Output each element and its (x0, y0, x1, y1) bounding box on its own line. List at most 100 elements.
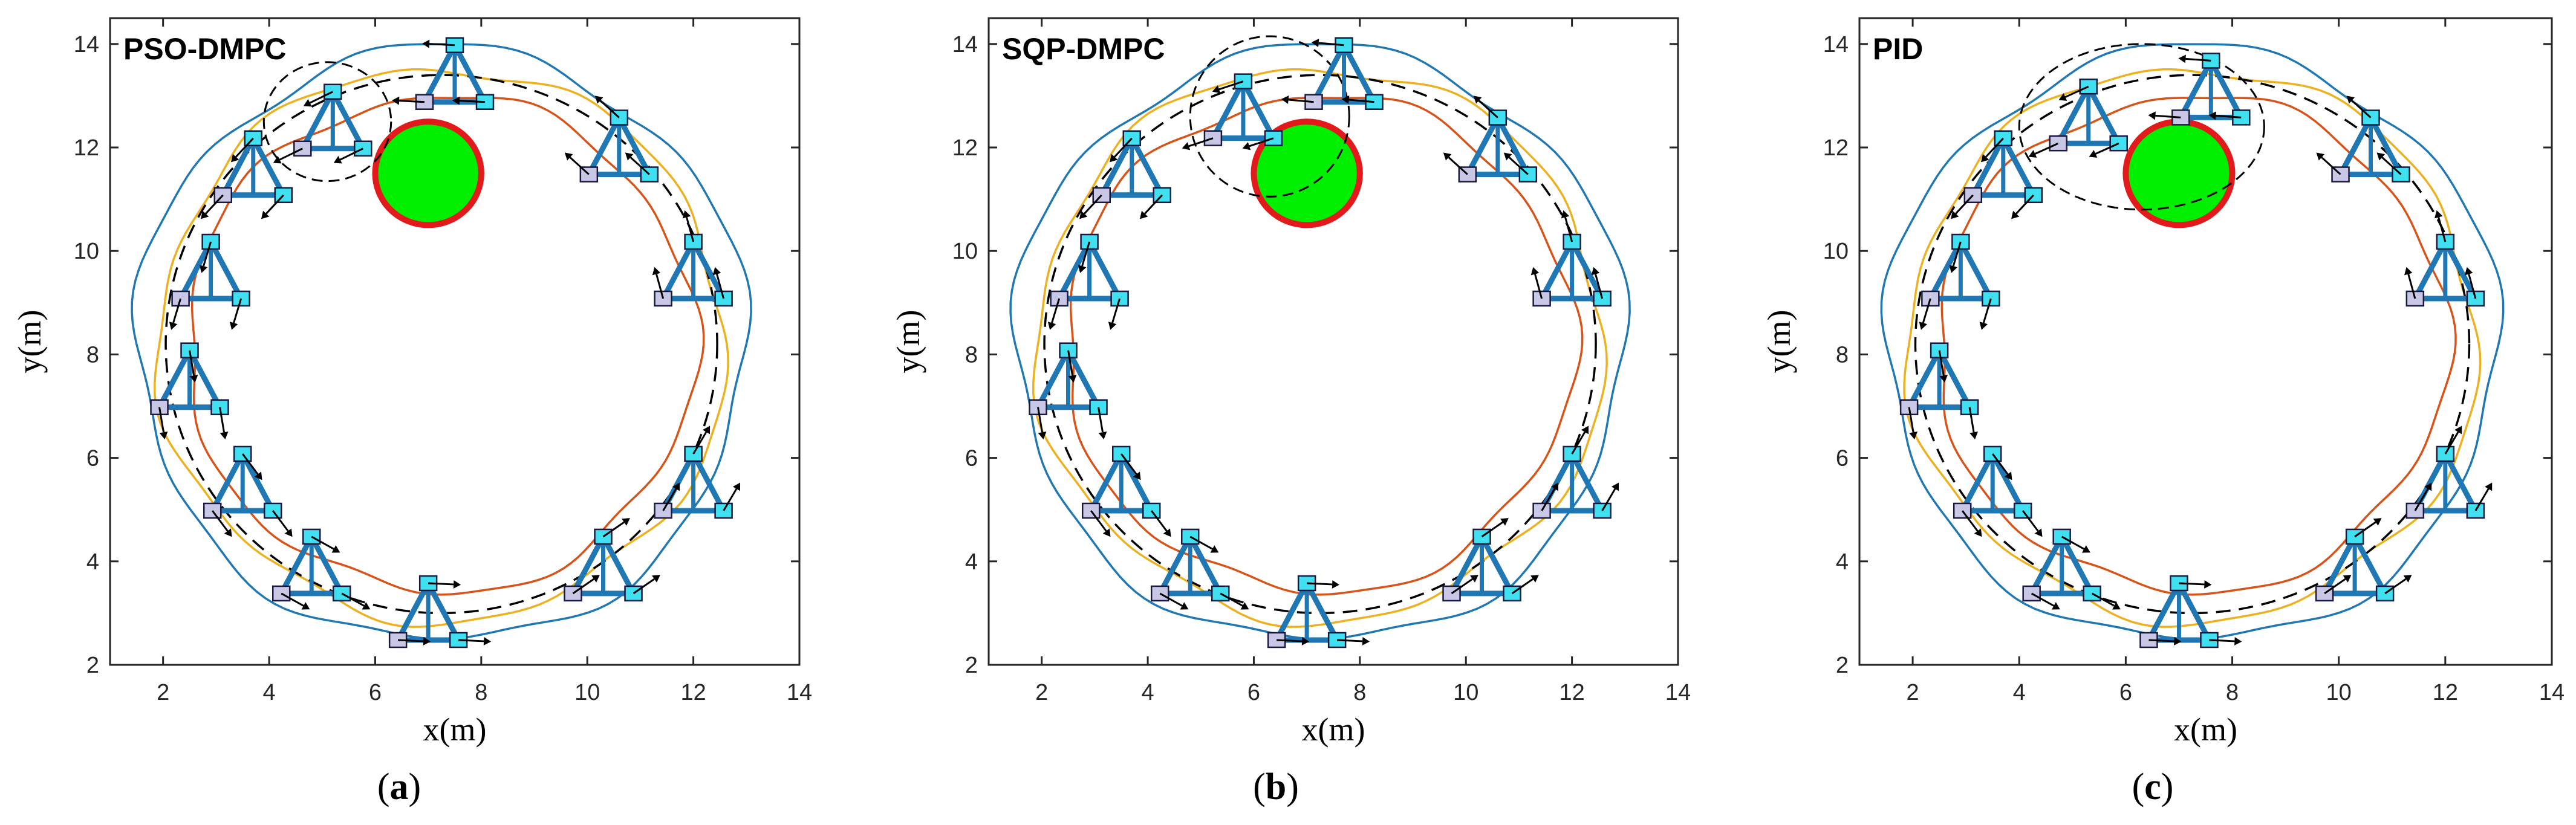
heading-arrowhead (2034, 528, 2043, 537)
heading-line (1922, 298, 1931, 323)
heading-arrowhead (622, 518, 630, 526)
heading-line (2474, 488, 2490, 511)
heading-line (2216, 114, 2242, 118)
heading-line (1114, 137, 1133, 158)
x-tick-label: 4 (2013, 680, 2026, 705)
heading-line (599, 100, 620, 118)
formation (1953, 445, 2043, 537)
panel-title: SQP-DMPC (1002, 32, 1165, 66)
heading-arrowhead (732, 482, 741, 491)
y-axis-label: y(m) (1761, 310, 1797, 374)
heading-line (2091, 592, 2115, 607)
plot-frame (987, 17, 1679, 666)
heading-arrowhead (652, 575, 660, 583)
heading-line (1144, 194, 1163, 215)
heading-line (2015, 194, 2034, 215)
robot-block (324, 83, 342, 100)
heading-arrowhead (2316, 152, 2325, 161)
heading-line (309, 91, 333, 104)
heading-line (1037, 407, 1043, 433)
heading-line (2021, 510, 2039, 532)
heading-arrowhead (1108, 322, 1117, 330)
heading-line (686, 217, 695, 242)
heading-arrowhead (2208, 111, 2216, 120)
heading-arrowhead (273, 155, 282, 164)
heading-line (272, 510, 289, 532)
robot-block (1050, 290, 1068, 307)
formation (564, 95, 659, 183)
y-tick-label: 12 (1823, 135, 1849, 161)
panel-caption: (c) (2132, 766, 2174, 807)
y-tick-label: 10 (952, 239, 978, 264)
heading-line (1111, 298, 1121, 323)
formation (2405, 425, 2493, 519)
heading-arrowhead (2028, 150, 2037, 158)
heading-arrowhead (1098, 432, 1107, 440)
formation (1899, 342, 1979, 440)
heading-line (602, 521, 625, 538)
heading-line (1451, 578, 1473, 595)
highlight-ellipse (2018, 43, 2265, 211)
heading-arrowhead (284, 528, 293, 537)
heading-arrowhead (1240, 602, 1249, 610)
heading-arrowhead (452, 96, 460, 105)
heading-line (1188, 137, 1214, 147)
plot-frame (109, 17, 801, 666)
y-tick-label: 8 (1836, 342, 1849, 367)
heading-line (1481, 521, 1503, 538)
highlight-ellipse (1189, 35, 1350, 198)
heading-line (1541, 488, 1556, 511)
heading-line (172, 298, 182, 323)
x-tick-label: 12 (2433, 680, 2458, 705)
heading-line (1067, 350, 1073, 376)
heading-line (1120, 453, 1137, 475)
heading-arrowhead (2174, 636, 2182, 645)
heading-arrowhead (1182, 142, 1191, 150)
formation (1029, 342, 1108, 440)
chart-panel-a: 2 4 6 8 10 12 14 2 4 6 8 10 12 14 x(m) y(m) PSO-DMPC (a) (11, 17, 812, 807)
heading-line (2381, 157, 2402, 175)
heading-arrowhead (254, 471, 262, 480)
heading-arrowhead (333, 155, 342, 164)
formation (2404, 210, 2485, 307)
heading-line (1081, 241, 1091, 267)
heading-arrowhead (261, 210, 270, 219)
heading-arrowhead (201, 210, 209, 219)
formation (652, 210, 733, 307)
heading-arrowhead (423, 636, 431, 645)
heading-line (265, 194, 284, 215)
heading-line (1961, 510, 1979, 532)
heading-line (2384, 578, 2407, 595)
y-tick-label: 6 (1836, 446, 1849, 471)
formation (654, 425, 741, 519)
formation (392, 37, 495, 110)
x-tick-label: 12 (680, 680, 706, 705)
heading-line (1159, 592, 1183, 607)
robot-block (1563, 233, 1581, 250)
formation (201, 130, 293, 219)
heading-arrowhead (2454, 425, 2462, 435)
heading-line (233, 298, 242, 323)
formation (1150, 528, 1249, 610)
trajectory-1 (1880, 43, 2505, 641)
formation (2315, 518, 2412, 602)
heading-arrowhead (1212, 85, 1221, 94)
heading-line (205, 194, 224, 215)
formation (1951, 130, 2043, 219)
y-tick-label: 10 (1823, 239, 1849, 264)
heading-line (2031, 592, 2055, 607)
heading-line (189, 350, 195, 376)
heading-arrowhead (1530, 267, 1540, 276)
heading-arrowhead (2376, 152, 2386, 161)
x-tick-label: 6 (2119, 680, 2132, 705)
heading-line (1218, 80, 1244, 91)
x-tick-label: 6 (1247, 680, 1260, 705)
heading-arrowhead (483, 636, 492, 645)
heading-line (1151, 510, 1168, 532)
heading-arrowhead (362, 602, 371, 610)
y-axis-label: y(m) (890, 310, 926, 374)
formation (1079, 130, 1172, 219)
robot-block (1150, 585, 1169, 602)
x-tick-label: 2 (1035, 680, 1048, 705)
